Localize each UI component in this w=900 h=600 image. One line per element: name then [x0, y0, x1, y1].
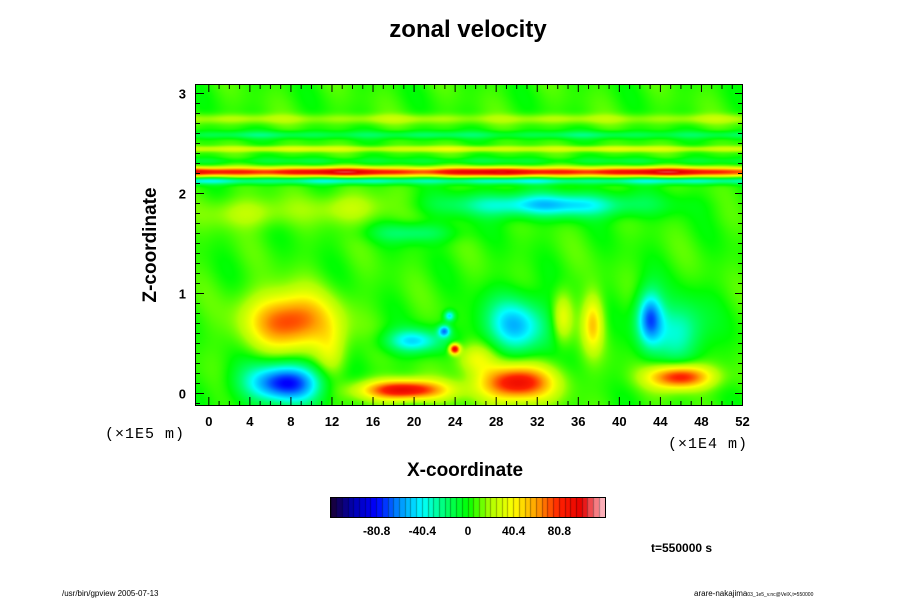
x-tick-label: 48	[694, 414, 708, 429]
x-unit-label: (×1E4 m)	[668, 436, 749, 453]
z-tick-label: 3	[179, 87, 186, 102]
x-tick-label: 20	[407, 414, 421, 429]
plot-frame	[195, 84, 743, 406]
z-tick-label: 0	[179, 387, 186, 402]
x-tick-label: 12	[325, 414, 339, 429]
z-tick-label: 1	[179, 287, 186, 302]
x-tick-label: 16	[366, 414, 380, 429]
z-axis-title: Z-coordinate	[140, 187, 161, 303]
footer-right-main: arare-nakajima	[694, 589, 748, 598]
x-tick-label: 24	[448, 414, 463, 429]
colorbar-tick-label: -80.8	[363, 524, 391, 538]
timestamp-label: t=550000 s	[651, 541, 713, 555]
footer-right-sub: 03_1e5_v.nc@VelX,t=550000	[747, 592, 814, 598]
z-tick-label: 2	[179, 187, 186, 202]
colorbar-tick-label: -40.4	[409, 524, 437, 538]
footer-left: /usr/bin/gpview 2005-07-13	[62, 589, 159, 598]
heatmap-field	[196, 85, 742, 405]
x-tick-label: 28	[489, 414, 503, 429]
x-tick-label: 8	[287, 414, 294, 429]
colorbar-tick-label: 40.4	[502, 524, 526, 538]
x-tick-label: 0	[205, 414, 212, 429]
x-tick-label: 52	[735, 414, 749, 429]
z-unit-label: (×1E5 m)	[105, 426, 186, 443]
colorbar-tick-label: 80.8	[548, 524, 572, 538]
x-axis-title: X-coordinate	[407, 460, 524, 481]
x-tick-label: 4	[246, 414, 254, 429]
colorbar-tick-label: 0	[465, 524, 472, 538]
x-tick-label: 40	[612, 414, 626, 429]
footer-right: arare-nakajima03_1e5_v.nc@VelX,t=550000	[694, 589, 813, 598]
colorbar	[330, 497, 606, 518]
x-tick-label: 36	[571, 414, 585, 429]
x-tick-label: 32	[530, 414, 544, 429]
x-tick-label: 44	[653, 414, 668, 429]
chart-title: zonal velocity	[389, 16, 547, 43]
